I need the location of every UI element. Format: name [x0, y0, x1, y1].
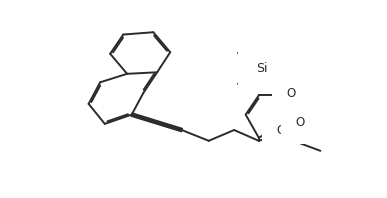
Text: O: O — [286, 87, 295, 100]
Text: O: O — [276, 124, 285, 137]
Text: O: O — [295, 116, 305, 129]
Text: Si: Si — [257, 62, 268, 75]
